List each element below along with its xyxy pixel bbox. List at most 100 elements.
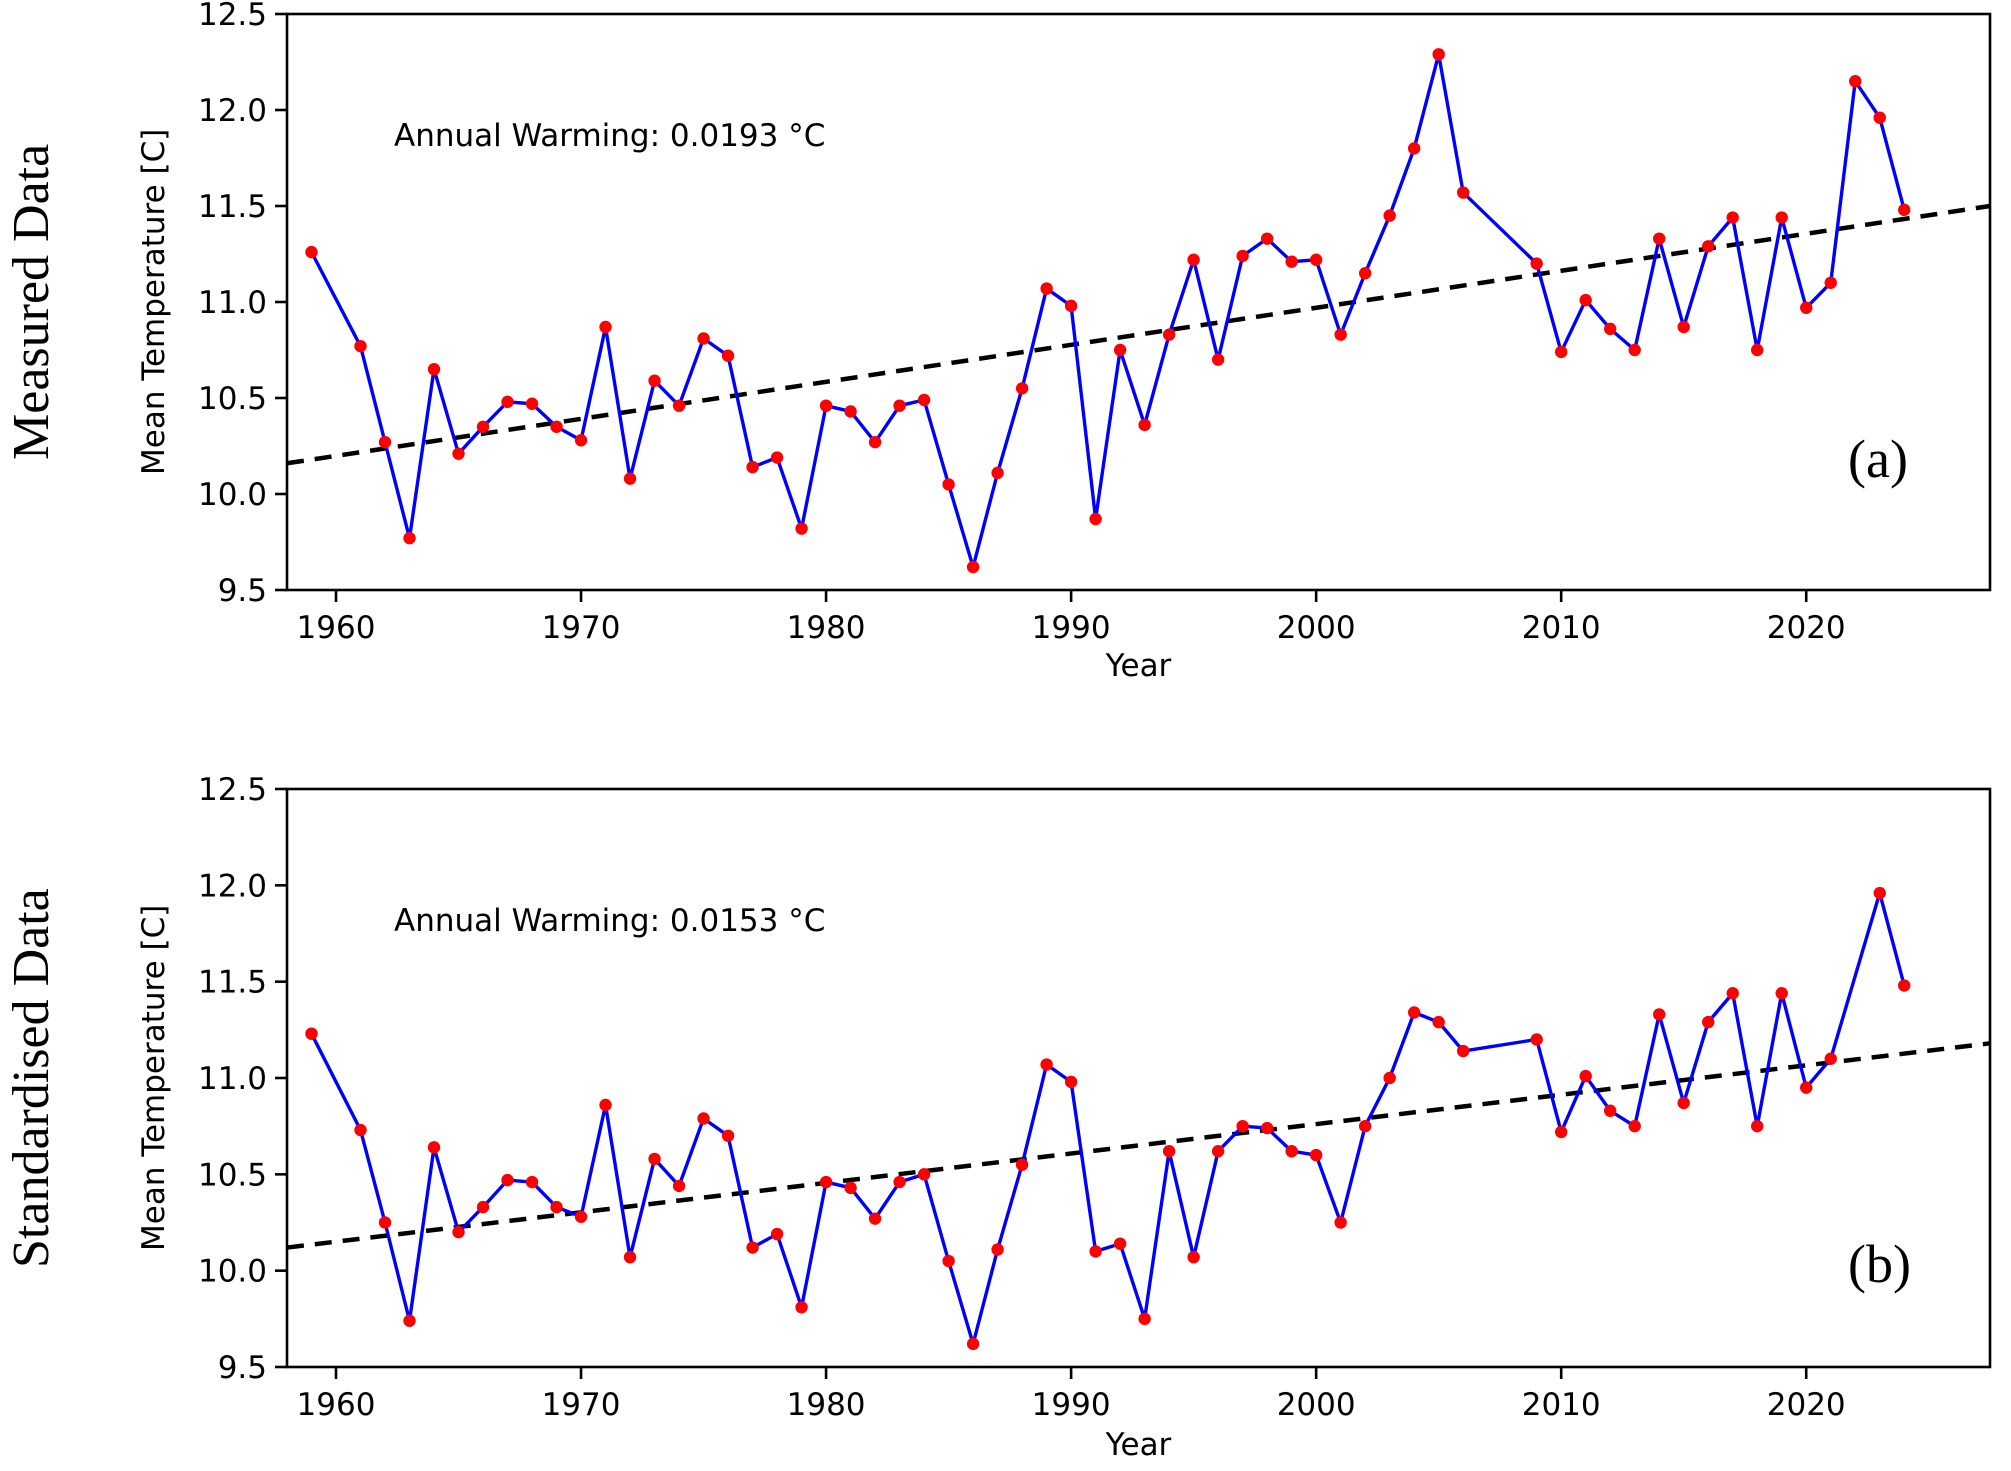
data-point — [1603, 1104, 1617, 1117]
data-point — [403, 531, 416, 545]
data-point — [1064, 299, 1078, 313]
data-point — [648, 374, 661, 387]
y-tick-label: 11.5 — [198, 965, 267, 1001]
data-point — [868, 435, 882, 449]
data-point — [1579, 1069, 1592, 1083]
data-point — [501, 1173, 514, 1187]
y-tick-label: 10.5 — [198, 381, 267, 417]
panel-b-annotation: Annual Warming: 0.0153 °C — [394, 903, 826, 939]
data-point — [1800, 301, 1813, 314]
data-point — [1089, 512, 1102, 526]
data-point — [305, 245, 318, 259]
x-tick-label: 2020 — [1767, 1387, 1846, 1423]
data-point — [942, 478, 955, 491]
data-point — [1775, 987, 1788, 1000]
panel-a-side-label: Measured Data — [3, 143, 60, 461]
data-point — [476, 420, 490, 433]
data-point — [1211, 1145, 1225, 1158]
data-point — [917, 1168, 931, 1181]
data-point — [868, 1212, 882, 1225]
data-point — [1677, 320, 1690, 334]
data-point — [721, 349, 735, 362]
data-point — [1285, 1145, 1298, 1158]
data-point — [1162, 1145, 1176, 1158]
data-point — [1309, 1148, 1323, 1162]
y-tick-label: 10.0 — [198, 1254, 267, 1290]
x-tick-label: 1990 — [1032, 610, 1111, 646]
data-point — [1849, 75, 1862, 88]
x-tick-label: 1980 — [787, 1387, 866, 1423]
y-tick-label: 9.5 — [218, 1350, 267, 1386]
panel-b-x-axis-label: Year — [1105, 1427, 1172, 1463]
data-point — [1113, 343, 1127, 357]
data-point — [1579, 293, 1592, 307]
y-tick-label: 9.5 — [218, 573, 267, 609]
y-tick-label: 10.5 — [198, 1157, 267, 1193]
y-tick-label: 11.0 — [198, 285, 267, 321]
data-point — [525, 397, 539, 410]
data-point — [746, 460, 759, 474]
data-point — [795, 1301, 808, 1314]
data-point — [1628, 343, 1641, 357]
data-point — [501, 395, 514, 409]
data-point — [623, 1250, 637, 1264]
data-point — [893, 399, 906, 412]
panel-b-plot: 1960 1970 1980 1990 2000 2010 2020 9.5 10.0 10.5 1… — [198, 772, 1992, 1423]
data-point — [1407, 1006, 1421, 1019]
y-tick-label: 12.5 — [198, 772, 267, 808]
x-tick-label: 2010 — [1522, 1387, 1601, 1423]
data-point — [1040, 1058, 1053, 1071]
data-point — [525, 1175, 539, 1189]
data-point — [378, 435, 392, 449]
data-line — [309, 891, 1906, 1346]
data-point — [966, 1337, 980, 1351]
data-point — [1751, 1119, 1764, 1133]
data-point — [574, 434, 588, 447]
x-tick-label: 2000 — [1277, 610, 1356, 646]
data-point — [354, 1123, 367, 1137]
data-point — [354, 339, 367, 353]
data-point — [476, 1200, 490, 1214]
data-point — [1162, 328, 1176, 341]
data-point — [1456, 1044, 1470, 1058]
data-point — [1726, 211, 1739, 224]
data-point — [427, 363, 441, 376]
data-point — [1015, 382, 1029, 395]
data-point — [844, 1181, 857, 1195]
data-point — [672, 1179, 686, 1193]
data-point — [1677, 1096, 1690, 1110]
data-point — [1530, 257, 1543, 270]
data-point — [893, 1175, 906, 1189]
data-point — [1898, 979, 1911, 992]
data-point — [648, 1152, 661, 1166]
data-point — [1211, 353, 1225, 366]
data-point — [1530, 1033, 1543, 1046]
data-point — [599, 320, 612, 334]
y-tick-label: 11.0 — [198, 1061, 267, 1097]
panel-b: 1960 1970 1980 1990 2000 2010 2020 9.5 10.0 10.5 1… — [0, 735, 2011, 1471]
panel-a-tag: (a) — [1848, 429, 1908, 489]
data-point — [844, 405, 857, 418]
data-point — [1628, 1119, 1641, 1133]
data-point — [1775, 211, 1788, 224]
data-point — [305, 1027, 318, 1040]
data-point — [378, 1216, 392, 1229]
x-tick-label: 1970 — [542, 1387, 621, 1423]
data-point — [942, 1254, 955, 1268]
data-point — [1751, 343, 1764, 357]
data-point — [1702, 240, 1715, 253]
x-tick-label: 2020 — [1767, 610, 1846, 646]
data-point — [697, 332, 710, 345]
data-point — [819, 399, 833, 412]
data-point — [1432, 48, 1445, 61]
panel-b-tag: (b) — [1848, 1234, 1911, 1294]
y-tick-label: 11.5 — [198, 189, 267, 225]
data-point — [1138, 418, 1151, 432]
data-point — [1260, 232, 1274, 245]
panel-a-plot: 1960 1970 1980 1990 2000 2010 2020 9.5 10.0 10.5 1… — [198, 0, 1992, 646]
data-point — [452, 447, 465, 460]
data-point — [697, 1112, 710, 1125]
data-point — [672, 399, 686, 412]
data-point — [1824, 276, 1837, 289]
